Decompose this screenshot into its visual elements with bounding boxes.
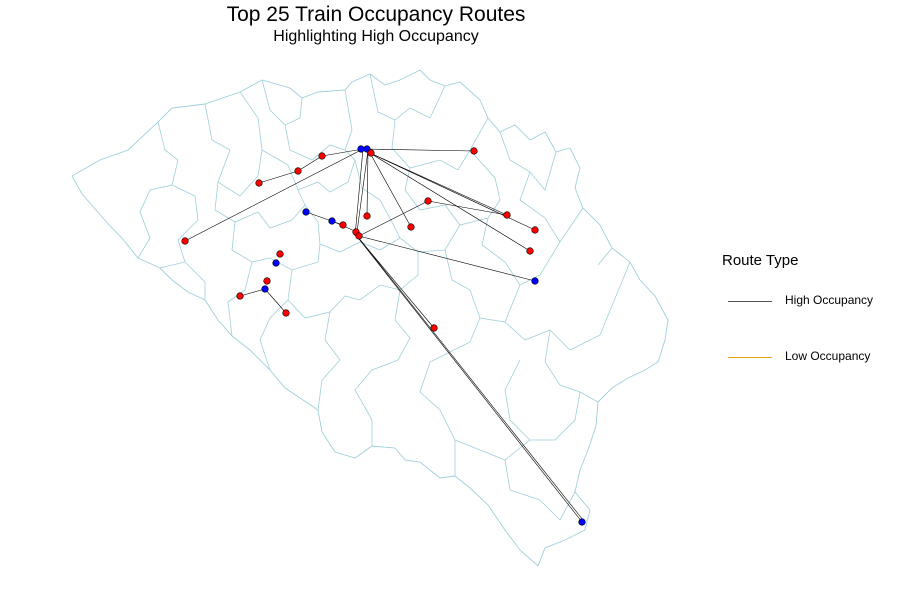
station-marker — [294, 167, 302, 175]
route-line — [264, 288, 287, 314]
country-boundary — [71, 69, 669, 567]
legend-swatch-low — [728, 357, 772, 358]
station-marker — [181, 237, 189, 245]
routes-layer — [184, 148, 584, 523]
station-marker — [318, 152, 326, 160]
route-line — [358, 235, 536, 282]
legend-item-low-occupancy: Low Occupancy — [728, 348, 893, 368]
station-marker — [357, 145, 365, 153]
legend-item-high-occupancy: High Occupancy — [728, 292, 893, 312]
station-marker — [302, 208, 310, 216]
map-subtitle: Highlighting High Occupancy — [273, 28, 479, 45]
station-marker — [531, 226, 539, 234]
route-line — [184, 148, 364, 242]
route-line — [369, 152, 531, 252]
station-marker — [430, 324, 438, 332]
route-line — [305, 211, 344, 226]
stations-layer — [181, 145, 586, 526]
map-title: Top 25 Train Occupancy Routes — [226, 3, 526, 26]
route-line — [354, 233, 583, 523]
route-line — [427, 200, 508, 216]
route-line — [357, 236, 584, 521]
route-line — [362, 148, 475, 152]
route-line — [321, 148, 364, 157]
route-line — [354, 148, 364, 237]
station-marker — [263, 277, 271, 285]
station-marker — [470, 147, 478, 155]
station-marker — [503, 211, 511, 219]
station-marker — [407, 223, 415, 231]
route-line — [258, 170, 299, 184]
route-line — [358, 200, 429, 237]
station-marker — [531, 277, 539, 285]
station-marker — [526, 247, 534, 255]
legend-swatch-high — [728, 301, 772, 302]
station-marker — [276, 250, 284, 258]
route-line — [297, 155, 323, 172]
legend-title: Route Type — [722, 252, 799, 269]
legend: Route Type High Occupancy Low Occupancy — [722, 252, 892, 382]
legend-label-low: Low Occupancy — [785, 349, 871, 363]
station-marker — [272, 259, 280, 267]
route-line — [366, 149, 369, 217]
station-marker — [339, 221, 347, 229]
station-marker — [367, 149, 375, 157]
station-marker — [236, 292, 244, 300]
route-line — [355, 234, 435, 329]
legend-label-high: High Occupancy — [785, 293, 874, 307]
station-marker — [355, 232, 363, 240]
station-marker — [255, 179, 263, 187]
station-marker — [578, 518, 586, 526]
station-marker — [328, 217, 336, 225]
district-boundaries — [137, 73, 631, 521]
route-line — [369, 152, 536, 231]
station-marker — [424, 197, 432, 205]
route-line — [356, 149, 369, 233]
route-line — [239, 288, 266, 297]
route-line — [369, 152, 412, 228]
station-marker — [282, 309, 290, 317]
station-marker — [363, 212, 371, 220]
station-marker — [261, 285, 269, 293]
